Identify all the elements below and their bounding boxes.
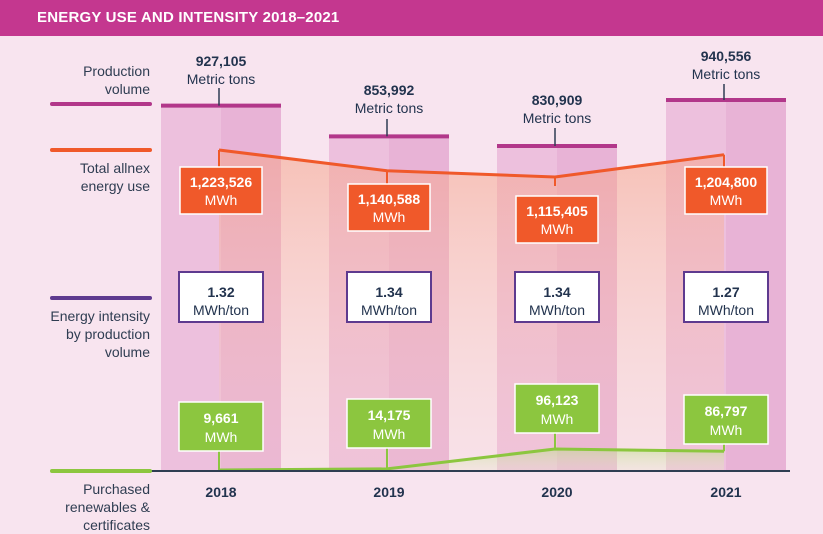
intensity-value: 1.32	[207, 284, 234, 300]
label-line: by production	[65, 326, 150, 342]
label-production-volume: Production volume	[0, 62, 150, 98]
renewables-unit: MWh	[541, 411, 574, 427]
renewables-box	[346, 398, 432, 449]
production-value-label: 830,909	[532, 92, 583, 108]
label-purchased-renewables: Purchased renewables & certificates	[0, 480, 150, 534]
energy-use-box	[515, 195, 599, 244]
intensity-box	[514, 271, 600, 323]
intensity-unit: MWh/ton	[698, 302, 754, 318]
renewables-box	[178, 401, 264, 452]
intensity-box	[178, 271, 264, 323]
production-unit-label: Metric tons	[523, 110, 591, 126]
intensity-value: 1.34	[543, 284, 570, 300]
production-unit-label: Metric tons	[187, 71, 255, 87]
production-value-label: 853,992	[364, 82, 415, 98]
label-line: volume	[104, 344, 150, 360]
label-line: Purchased	[83, 481, 150, 497]
intensity-box	[346, 271, 432, 323]
energy-use-box	[347, 183, 431, 232]
production-unit-label: Metric tons	[355, 100, 423, 116]
production-unit-label: Metric tons	[692, 66, 760, 82]
energy-use-value: 1,204,800	[695, 174, 757, 190]
energy-use-area	[219, 150, 724, 471]
intensity-unit: MWh/ton	[361, 302, 417, 318]
x-tick-label: 2018	[205, 484, 236, 500]
label-energy-intensity: Energy intensity by production volume	[0, 307, 150, 361]
chart-title: ENERGY USE AND INTENSITY 2018–2021	[37, 9, 340, 26]
renewables-line	[218, 447, 725, 472]
intensity-value: 1.27	[712, 284, 739, 300]
intensity-box	[683, 271, 769, 323]
renewables-unit: MWh	[205, 429, 238, 445]
label-line: certificates	[83, 517, 150, 533]
energy-use-value: 1,140,588	[358, 191, 420, 207]
label-total-energy-use: Total allnex energy use	[0, 159, 150, 195]
renewables-unit: MWh	[710, 422, 743, 438]
energy-use-box	[684, 166, 768, 215]
energy-use-unit: MWh	[541, 221, 574, 237]
label-line: Energy intensity	[50, 308, 150, 324]
x-tick-label: 2020	[541, 484, 572, 500]
renewables-value: 86,797	[705, 403, 748, 419]
energy-use-unit: MWh	[373, 209, 406, 225]
energy-use-unit: MWh	[205, 192, 238, 208]
renewables-box	[683, 394, 769, 445]
renewables-value: 14,175	[368, 407, 411, 423]
production-value-label: 940,556	[701, 48, 752, 64]
x-tick-label: 2019	[373, 484, 404, 500]
chart-header: ENERGY USE AND INTENSITY 2018–2021	[0, 0, 823, 36]
renewables-value: 96,123	[536, 392, 579, 408]
energy-use-box	[179, 166, 263, 215]
label-line: volume	[104, 81, 150, 97]
energy-use-value: 1,115,405	[526, 203, 588, 219]
energy-use-value: 1,223,526	[190, 174, 252, 190]
label-line: renewables &	[65, 499, 150, 515]
label-line: energy use	[80, 178, 150, 194]
intensity-unit: MWh/ton	[529, 302, 585, 318]
label-line: Total allnex	[79, 160, 150, 176]
x-tick-label: 2021	[710, 484, 741, 500]
renewables-unit: MWh	[373, 426, 406, 442]
label-line: Production	[83, 63, 150, 79]
production-value-label: 927,105	[196, 53, 247, 69]
energy-use-unit: MWh	[710, 192, 743, 208]
energy-use-line	[218, 148, 725, 179]
renewables-box	[514, 383, 600, 434]
intensity-unit: MWh/ton	[193, 302, 249, 318]
renewables-value: 9,661	[203, 410, 238, 426]
intensity-value: 1.34	[375, 284, 402, 300]
